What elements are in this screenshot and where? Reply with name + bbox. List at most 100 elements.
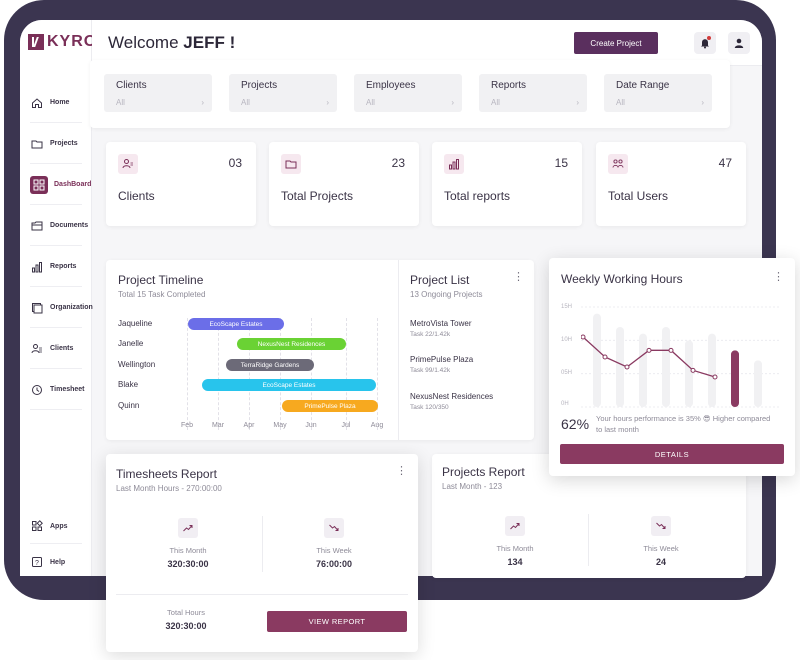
- stat-label: Total Projects: [281, 189, 354, 203]
- weekly-bar[interactable]: [685, 340, 693, 407]
- trending-up-icon: [505, 516, 525, 536]
- stat-card-clients[interactable]: 03 Clients: [106, 142, 256, 226]
- timesheet-icon: [30, 383, 44, 397]
- sidebar-item-timesheet[interactable]: Timesheet: [20, 369, 92, 410]
- weekly-point[interactable]: [581, 334, 586, 340]
- section-divider: [116, 594, 408, 595]
- sidebar-item-apps[interactable]: Apps: [20, 508, 92, 544]
- sidebar-item-documents[interactable]: Documents: [20, 205, 92, 246]
- metric-value: 24: [655, 557, 666, 567]
- sidebar-item-organization[interactable]: Organization: [20, 287, 93, 328]
- metric-label: This Month: [496, 544, 534, 553]
- dashboard-icon: [30, 175, 48, 194]
- filter-value: All: [116, 98, 125, 107]
- project-list-item[interactable]: NexusNest Residences Task 120/350: [410, 392, 493, 411]
- sidebar-item-label: Help: [50, 558, 66, 566]
- user-profile-button[interactable]: [728, 32, 750, 54]
- timeline-header: Project Timeline Total 15 Task Completed: [118, 273, 205, 299]
- sidebar-item-label: Documents: [50, 222, 89, 229]
- project-list-name: NexusNest Residences: [410, 392, 494, 401]
- create-project-button[interactable]: Create Project: [574, 32, 658, 54]
- timeline-gridline: [346, 318, 347, 430]
- project-list-item[interactable]: MetroVista Tower Task 22/1.42k: [410, 319, 472, 338]
- timeline-bar[interactable]: TerraRidge Gardens: [226, 359, 314, 371]
- filter-date-range[interactable]: Date Range All ›: [604, 74, 712, 112]
- chevron-right-icon: ›: [451, 98, 454, 107]
- project-list-divider: [398, 260, 399, 440]
- details-button[interactable]: DETAILS: [560, 444, 784, 464]
- weekly-point[interactable]: [712, 374, 718, 380]
- chevron-right-icon: ›: [201, 98, 204, 107]
- timeline-bar[interactable]: EcoScape Estates: [202, 379, 376, 391]
- weekly-bar[interactable]: [639, 333, 647, 407]
- projects-this-month: This Month 134: [455, 516, 575, 567]
- more-options-icon[interactable]: ⋮: [513, 271, 524, 283]
- notification-dot: [707, 36, 711, 40]
- timeline-month-label: Aug: [370, 422, 384, 429]
- weekly-axis-label: 0H: [561, 401, 569, 407]
- timeline-bar[interactable]: NexusNest Residences: [237, 338, 346, 350]
- timeline-gridline: [187, 318, 188, 430]
- sidebar-item-label: Reports: [50, 263, 77, 270]
- weekly-point[interactable]: [624, 364, 630, 370]
- stat-label: Total Users: [608, 189, 669, 203]
- sidebar-item-projects[interactable]: Projects: [20, 123, 92, 164]
- weekly-axis-label: 10H: [561, 337, 573, 343]
- trending-up-icon: [178, 518, 198, 538]
- weekly-point[interactable]: [668, 347, 674, 353]
- filter-clients[interactable]: Clients All ›: [104, 74, 212, 112]
- weekly-bar[interactable]: [616, 327, 624, 407]
- filter-reports[interactable]: Reports All ›: [479, 74, 587, 112]
- weekly-bar[interactable]: [754, 360, 762, 407]
- user-icon: [734, 38, 744, 48]
- user-name: JEFF !: [183, 33, 236, 52]
- timeline-bar[interactable]: PrimePulse Plaza: [282, 400, 378, 412]
- stat-card-total-projects[interactable]: 23 Total Projects: [269, 142, 419, 226]
- project-list-item[interactable]: PrimePulse Plaza Task 99/1.42k: [410, 355, 473, 374]
- logo-text: KYRO: [47, 33, 98, 50]
- project-list-title: Project List: [410, 273, 470, 287]
- notifications-button[interactable]: [694, 32, 716, 54]
- timesheets-report-card: Timesheets Report Last Month Hours - 270…: [106, 454, 418, 652]
- sidebar-item-home[interactable]: Home: [20, 82, 92, 123]
- weekly-working-hours-card: Weekly Working Hours ⋮ 15H 10H 05H 0H 62…: [549, 258, 795, 476]
- timeline-month-label: May: [273, 422, 287, 429]
- timesheets-this-week: This Week 76:00:00: [274, 518, 394, 569]
- top-header: Welcome JEFF ! Create Project: [92, 20, 762, 66]
- timeline-bar[interactable]: EcoScape Estates: [188, 318, 284, 330]
- timesheets-total-hours: Total Hours 320:30:00: [126, 608, 246, 631]
- weekly-bar[interactable]: [593, 313, 601, 407]
- metric-value: 320:30:00: [167, 559, 209, 569]
- weekly-point[interactable]: [690, 367, 696, 373]
- filter-employees[interactable]: Employees All ›: [354, 74, 462, 112]
- sidebar-item-label: Projects: [50, 140, 78, 147]
- sidebar-item-label: Organization: [50, 304, 93, 311]
- logo-mark-icon: [28, 34, 44, 50]
- timeline-row-name: Wellington: [118, 360, 156, 369]
- timeline-month-label: Mar: [211, 422, 225, 429]
- sidebar-item-clients[interactable]: Clients: [20, 328, 92, 369]
- weekly-bar[interactable]: [731, 350, 739, 407]
- timeline-row-name: Janelle: [118, 339, 144, 348]
- sidebar-item-label: Clients: [50, 345, 74, 352]
- weekly-bar[interactable]: [662, 327, 670, 407]
- timesheets-subtitle: Last Month Hours - 270:00:00: [116, 484, 222, 493]
- more-options-icon[interactable]: ⋮: [773, 271, 784, 283]
- sidebar-item-reports[interactable]: Reports: [20, 246, 92, 287]
- stat-card-total-users[interactable]: 47 Total Users: [596, 142, 746, 226]
- view-report-button[interactable]: VIEW REPORT: [267, 611, 407, 632]
- trending-down-icon: [651, 516, 671, 536]
- filter-projects[interactable]: Projects All ›: [229, 74, 337, 112]
- metric-value: 320:30:00: [165, 621, 207, 631]
- weekly-point[interactable]: [646, 347, 652, 353]
- reports-icon: [30, 260, 44, 274]
- organization-icon: [30, 301, 44, 315]
- weekly-point[interactable]: [602, 354, 608, 360]
- bell-icon: [701, 39, 709, 49]
- sidebar-item-dashboard[interactable]: DashBoard: [20, 164, 92, 205]
- more-options-icon[interactable]: ⋮: [396, 465, 407, 477]
- weekly-bar[interactable]: [708, 333, 716, 407]
- logo[interactable]: KYRO: [28, 33, 97, 51]
- sidebar-item-help[interactable]: ? Help: [20, 544, 92, 576]
- stat-card-total-reports[interactable]: 15 Total reports: [432, 142, 582, 226]
